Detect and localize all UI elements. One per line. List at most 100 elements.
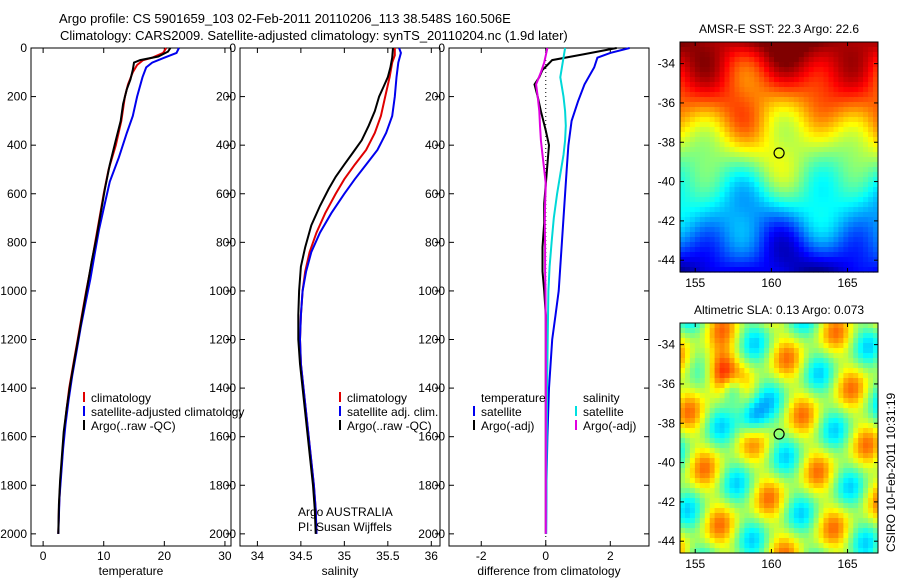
heatmap-cell (818, 383, 825, 389)
heatmap-cell (734, 478, 740, 484)
heatmap-cell (749, 498, 755, 504)
heatmap-cell (769, 518, 775, 524)
heatmap-cell (843, 533, 849, 539)
heatmap-cell (863, 438, 869, 444)
heatmap-cell (779, 82, 785, 88)
heatmap-cell (680, 493, 686, 499)
heatmap-cell (779, 523, 785, 529)
heatmap-cell (759, 458, 765, 464)
heatmap-cell (853, 468, 859, 474)
heatmap-cell (853, 408, 859, 414)
heatmap-cell (828, 77, 834, 83)
heatmap-cell (818, 252, 825, 258)
heatmap-cell (803, 463, 810, 469)
heatmap-cell (699, 237, 706, 243)
heatmap-cell (699, 197, 706, 203)
heatmap-cell (724, 338, 730, 344)
heatmap-cell (699, 257, 706, 263)
heatmap-cell (798, 428, 805, 434)
heatmap-cell (774, 42, 780, 48)
heatmap-cell (764, 488, 770, 494)
heatmap-cell (739, 418, 745, 424)
heatmap-cell (823, 257, 829, 263)
heatmap-cell (843, 127, 849, 133)
heatmap-cell (833, 47, 839, 53)
heatmap-cell (784, 97, 790, 103)
heatmap-cell (823, 358, 829, 364)
heatmap-cell (699, 408, 706, 414)
heatmap-cell (749, 247, 755, 253)
heatmap-cell (744, 52, 750, 58)
heatmap-cell (833, 498, 839, 504)
heatmap-cell (689, 538, 696, 544)
heatmap-cell (838, 368, 844, 374)
heatmap-cell (689, 523, 696, 529)
heatmap-cell (833, 207, 839, 213)
heatmap-cell (714, 192, 721, 198)
y-tick-label: 400 (7, 138, 27, 152)
heatmap-cell (749, 503, 755, 509)
heatmap-cell (868, 538, 874, 544)
heatmap-cell (699, 538, 706, 544)
heatmap-cell (739, 538, 745, 544)
heatmap-cell (734, 207, 740, 213)
heatmap-cell (714, 498, 721, 504)
heatmap-cell (863, 353, 869, 359)
heatmap-cell (828, 508, 834, 514)
heatmap-cell (848, 177, 854, 183)
heatmap-cell (838, 242, 844, 248)
heatmap-cell (719, 468, 726, 474)
heatmap-cell (868, 102, 874, 108)
heatmap-cell (803, 393, 810, 399)
heatmap-cell (699, 433, 706, 439)
heatmap-cell (774, 87, 780, 93)
heatmap-cell (704, 413, 711, 419)
heatmap-cell (823, 77, 829, 83)
heatmap-cell (858, 142, 864, 148)
heatmap-cell (798, 132, 805, 138)
heatmap-cell (754, 443, 760, 449)
heatmap-cell (729, 77, 735, 83)
heatmap-cell (784, 388, 790, 394)
heatmap-cell (709, 548, 716, 554)
heatmap-cell (729, 538, 735, 544)
heatmap-cell (759, 67, 765, 73)
heatmap-cell (848, 403, 854, 409)
heatmap-cell (719, 443, 726, 449)
heatmap-cell (774, 388, 780, 394)
heatmap-cell (719, 122, 726, 128)
heatmap-cell (784, 408, 790, 414)
heatmap-cell (749, 513, 755, 519)
heatmap-cell (719, 363, 726, 369)
heatmap-cell (818, 127, 825, 133)
heatmap-cell (848, 538, 854, 544)
heatmap-cell (714, 393, 721, 399)
heatmap-cell (784, 77, 790, 83)
heatmap-cell (744, 72, 750, 78)
heatmap-cell (833, 217, 839, 223)
heatmap-cell (833, 162, 839, 168)
heatmap-cell (779, 328, 785, 334)
heatmap-cell (803, 363, 810, 369)
heatmap-cell (784, 383, 790, 389)
heatmap-cell (798, 142, 805, 148)
heatmap-cell (685, 453, 691, 459)
heatmap-cell (714, 257, 721, 263)
heatmap-cell (774, 368, 780, 374)
series-line-0 (545, 47, 630, 534)
heatmap-cell (719, 262, 726, 268)
heatmap-cell (868, 47, 874, 53)
heatmap-cell (764, 172, 770, 178)
heatmap-cell (863, 242, 869, 248)
heatmap-cell (779, 498, 785, 504)
heatmap-cell (744, 523, 750, 529)
heatmap-cell (714, 177, 721, 183)
heatmap-cell (759, 508, 765, 514)
heatmap-cell (704, 353, 711, 359)
heatmap-cell (863, 67, 869, 73)
heatmap-cell (774, 212, 780, 218)
heatmap-cell (788, 508, 795, 514)
heatmap-cell (699, 127, 706, 133)
heatmap-cell (868, 82, 874, 88)
heatmap-cell (694, 42, 701, 48)
